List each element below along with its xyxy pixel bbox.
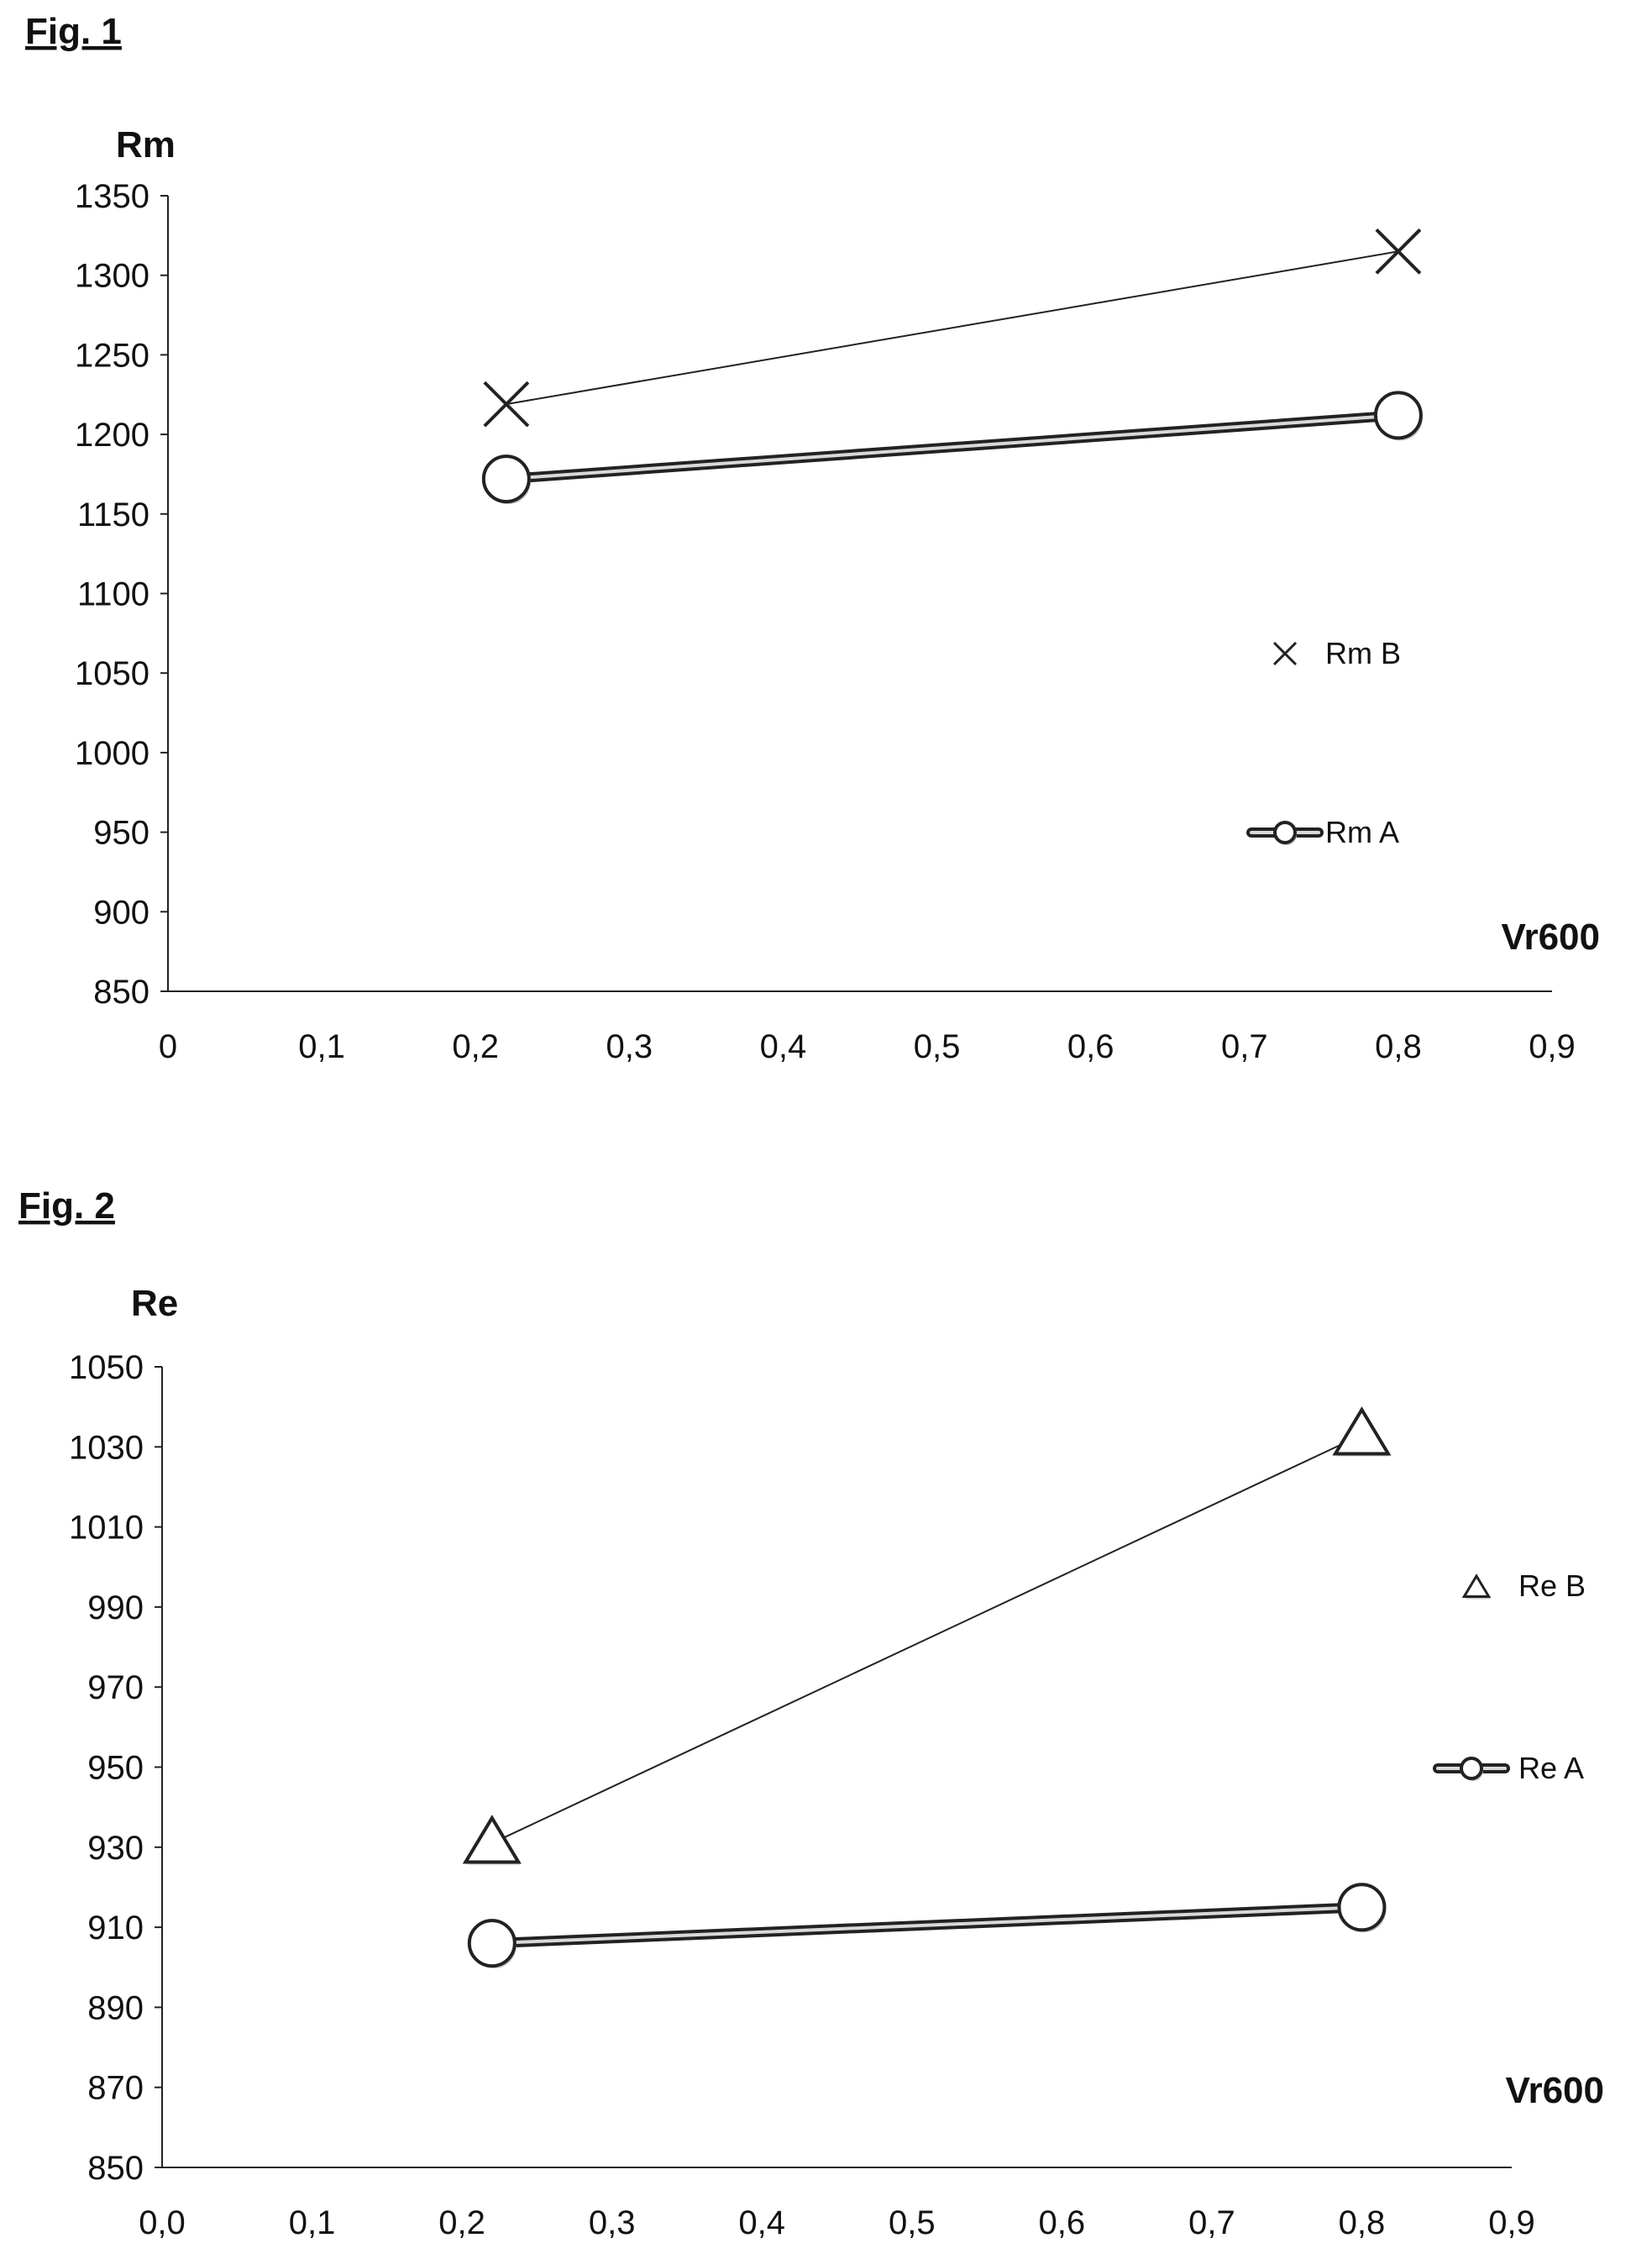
legend-circle-icon — [1460, 1757, 1483, 1781]
x-tick-label: 0,6 — [1039, 2204, 1086, 2241]
legend-label-re-b: Re B — [1518, 1568, 1586, 1603]
circle-line-marker-icon — [1433, 1757, 1510, 1781]
series-line-rm-a — [501, 410, 1403, 485]
y-tick-label: 910 — [87, 1910, 144, 1946]
data-point-re-a — [467, 1919, 517, 1969]
y-tick-label: 1150 — [77, 496, 149, 533]
circle-line-marker-icon — [1246, 821, 1324, 845]
y-tick-label: 1250 — [75, 337, 149, 374]
y-tick-label: 1010 — [69, 1510, 144, 1547]
x-tick-label: 0,3 — [589, 2204, 636, 2241]
legend-circle-icon — [1273, 821, 1297, 845]
figure-2-y-ticks: 850 870 890 910 930 950 970 990 1010 1030 1050 — [69, 1349, 162, 2187]
legend-label-rm-a: Rm A — [1325, 815, 1399, 849]
figure-2: Fig. 2 Re Vr600 850 870 890 910 930 950 970 990… — [18, 1185, 1604, 2241]
series-line-re-b — [491, 1434, 1362, 1844]
x-tick-label: 0,9 — [1529, 1028, 1576, 1065]
figure-2-series — [462, 1406, 1392, 1969]
data-point-rm-a — [481, 454, 531, 505]
y-tick-label: 850 — [87, 2150, 144, 2187]
x-tick-label: 0,2 — [452, 1028, 499, 1065]
y-tick-label: 1030 — [69, 1429, 144, 1466]
legend-entry-re-b: Re B — [1461, 1568, 1586, 1603]
y-tick-label: 1100 — [77, 576, 149, 613]
x-tick-label: 0,4 — [738, 2204, 785, 2241]
data-point-re-a — [1337, 1883, 1387, 1933]
y-tick-label: 1000 — [75, 735, 149, 772]
figure-1-legend: Rm B Rm A — [1246, 636, 1401, 849]
y-tick-label: 990 — [87, 1589, 144, 1626]
series-line-rm-b — [506, 250, 1399, 406]
figure-2-y-axis-title: Re — [131, 1283, 178, 1324]
series-line-re-a — [486, 1902, 1367, 1949]
figure-2-label: Fig. 2 — [18, 1185, 115, 1227]
figure-2-x-axis-title: Vr600 — [1506, 2070, 1604, 2111]
data-point-rm-a — [1373, 391, 1423, 441]
y-tick-label: 900 — [93, 894, 149, 931]
legend-entry-re-a: Re A — [1433, 1751, 1584, 1785]
x-tick-label: 0,0 — [139, 2204, 186, 2241]
y-tick-label: 970 — [87, 1669, 144, 1706]
x-tick-label: 0,8 — [1339, 2204, 1386, 2241]
cross-marker-icon — [1272, 641, 1298, 666]
figure-2-legend: Re B Re A — [1433, 1568, 1586, 1785]
x-tick-label: 0,5 — [914, 1028, 961, 1065]
data-point-rm-b — [1375, 228, 1422, 275]
figure-1-y-ticks: 850 900 950 1000 1050 1100 1150 1200 1250 1300 135… — [75, 178, 168, 1011]
data-point-re-b — [1332, 1406, 1392, 1457]
x-tick-label: 0,4 — [760, 1028, 807, 1065]
legend-entry-rm-b: Rm B — [1272, 636, 1401, 670]
y-tick-label: 850 — [93, 974, 149, 1011]
figure-1: Fig. 1 Rm Vr600 850 900 950 1000 1050 1100 115… — [25, 11, 1600, 1065]
y-tick-label: 870 — [87, 2070, 144, 2107]
figure-1-x-ticks: 0 0,1 0,2 0,3 0,4 0,5 0,6 0,7 0,8 0,9 — [159, 1028, 1576, 1065]
x-tick-label: 0 — [159, 1028, 177, 1065]
y-tick-label: 1350 — [75, 178, 149, 215]
figure-1-series — [481, 228, 1423, 505]
figure-2-x-ticks: 0,0 0,1 0,2 0,3 0,4 0,5 0,6 0,7 0,8 0,9 — [139, 2204, 1535, 2241]
x-tick-label: 0,2 — [438, 2204, 485, 2241]
triangle-marker-icon — [1461, 1573, 1492, 1600]
data-point-re-b — [462, 1815, 522, 1865]
x-tick-label: 0,1 — [298, 1028, 345, 1065]
figure-1-label: Fig. 1 — [25, 11, 122, 52]
x-tick-label: 0,7 — [1221, 1028, 1268, 1065]
figure-1-x-axis-title: Vr600 — [1502, 917, 1600, 958]
x-tick-label: 0,5 — [889, 2204, 936, 2241]
x-tick-label: 0,9 — [1488, 2204, 1535, 2241]
x-tick-label: 0,6 — [1067, 1028, 1114, 1065]
y-tick-label: 950 — [87, 1750, 144, 1787]
y-tick-label: 1050 — [69, 1349, 144, 1386]
x-tick-label: 0,3 — [606, 1028, 653, 1065]
y-tick-label: 950 — [93, 815, 149, 852]
y-tick-label: 1200 — [75, 417, 149, 454]
data-point-rm-b — [483, 381, 530, 428]
legend-label-re-a: Re A — [1518, 1751, 1584, 1785]
cross-marker-icon — [1272, 641, 1298, 666]
y-tick-label: 1050 — [75, 655, 149, 692]
x-tick-label: 0,7 — [1188, 2204, 1235, 2241]
y-tick-label: 1300 — [75, 258, 149, 295]
x-tick-label: 0,1 — [289, 2204, 336, 2241]
legend-label-rm-b: Rm B — [1325, 636, 1401, 670]
triangle-marker-icon — [1461, 1573, 1492, 1600]
y-tick-label: 890 — [87, 1989, 144, 2026]
legend-entry-rm-a: Rm A — [1246, 815, 1399, 849]
figure-1-y-axis-title: Rm — [116, 124, 176, 165]
x-tick-label: 0,8 — [1375, 1028, 1422, 1065]
y-tick-label: 930 — [87, 1830, 144, 1867]
